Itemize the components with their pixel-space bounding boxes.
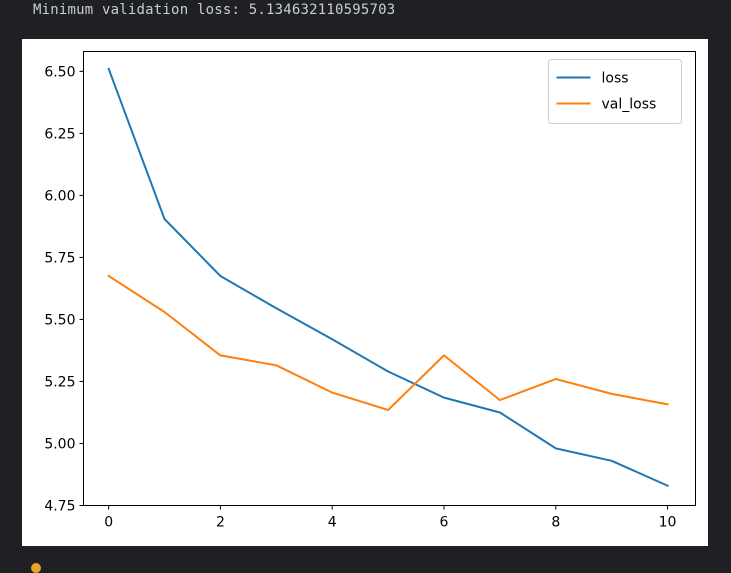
x-tick-label: 8 bbox=[551, 515, 560, 531]
series-line-loss bbox=[107, 67, 669, 488]
x-tick-label: 6 bbox=[440, 515, 449, 531]
y-tick-label: 4.75 bbox=[44, 499, 75, 515]
loss-chart: 4.75 5.00 5.25 5.50 5.75 6.00 6.25 6.50 0 2 4 6 8 10… bbox=[44, 51, 696, 531]
plot-frame bbox=[83, 51, 696, 506]
loss-chart-figure: 4.75 5.00 5.25 5.50 5.75 6.00 6.25 6.50 0 2 4 6 8 10… bbox=[22, 39, 708, 546]
series-line-val-loss bbox=[107, 274, 669, 411]
x-tick-label: 10 bbox=[659, 515, 677, 531]
series-lines bbox=[107, 67, 669, 488]
y-tick-label: 6.00 bbox=[44, 188, 75, 204]
y-tick-label: 6.25 bbox=[44, 126, 75, 142]
x-tick-label: 0 bbox=[104, 515, 113, 531]
cell-output-text: Minimum validation loss: 5.1346321105957… bbox=[33, 2, 396, 18]
y-tick-label: 5.75 bbox=[44, 250, 75, 266]
legend-label: loss bbox=[602, 71, 629, 87]
y-tick-label: 5.25 bbox=[44, 374, 75, 390]
y-axis: 4.75 5.00 5.25 5.50 5.75 6.00 6.25 6.50 bbox=[44, 64, 84, 515]
status-indicator-icon bbox=[31, 563, 41, 573]
x-tick-label: 2 bbox=[216, 515, 225, 531]
y-tick-label: 6.50 bbox=[44, 64, 75, 80]
legend: loss val_loss bbox=[548, 59, 682, 124]
legend-label: val_loss bbox=[602, 97, 657, 113]
y-tick-label: 5.50 bbox=[44, 312, 75, 328]
y-tick-label: 5.00 bbox=[44, 436, 75, 452]
x-axis: 0 2 4 6 8 10 bbox=[104, 505, 677, 531]
x-tick-label: 4 bbox=[328, 515, 337, 531]
legend-box bbox=[548, 59, 682, 124]
